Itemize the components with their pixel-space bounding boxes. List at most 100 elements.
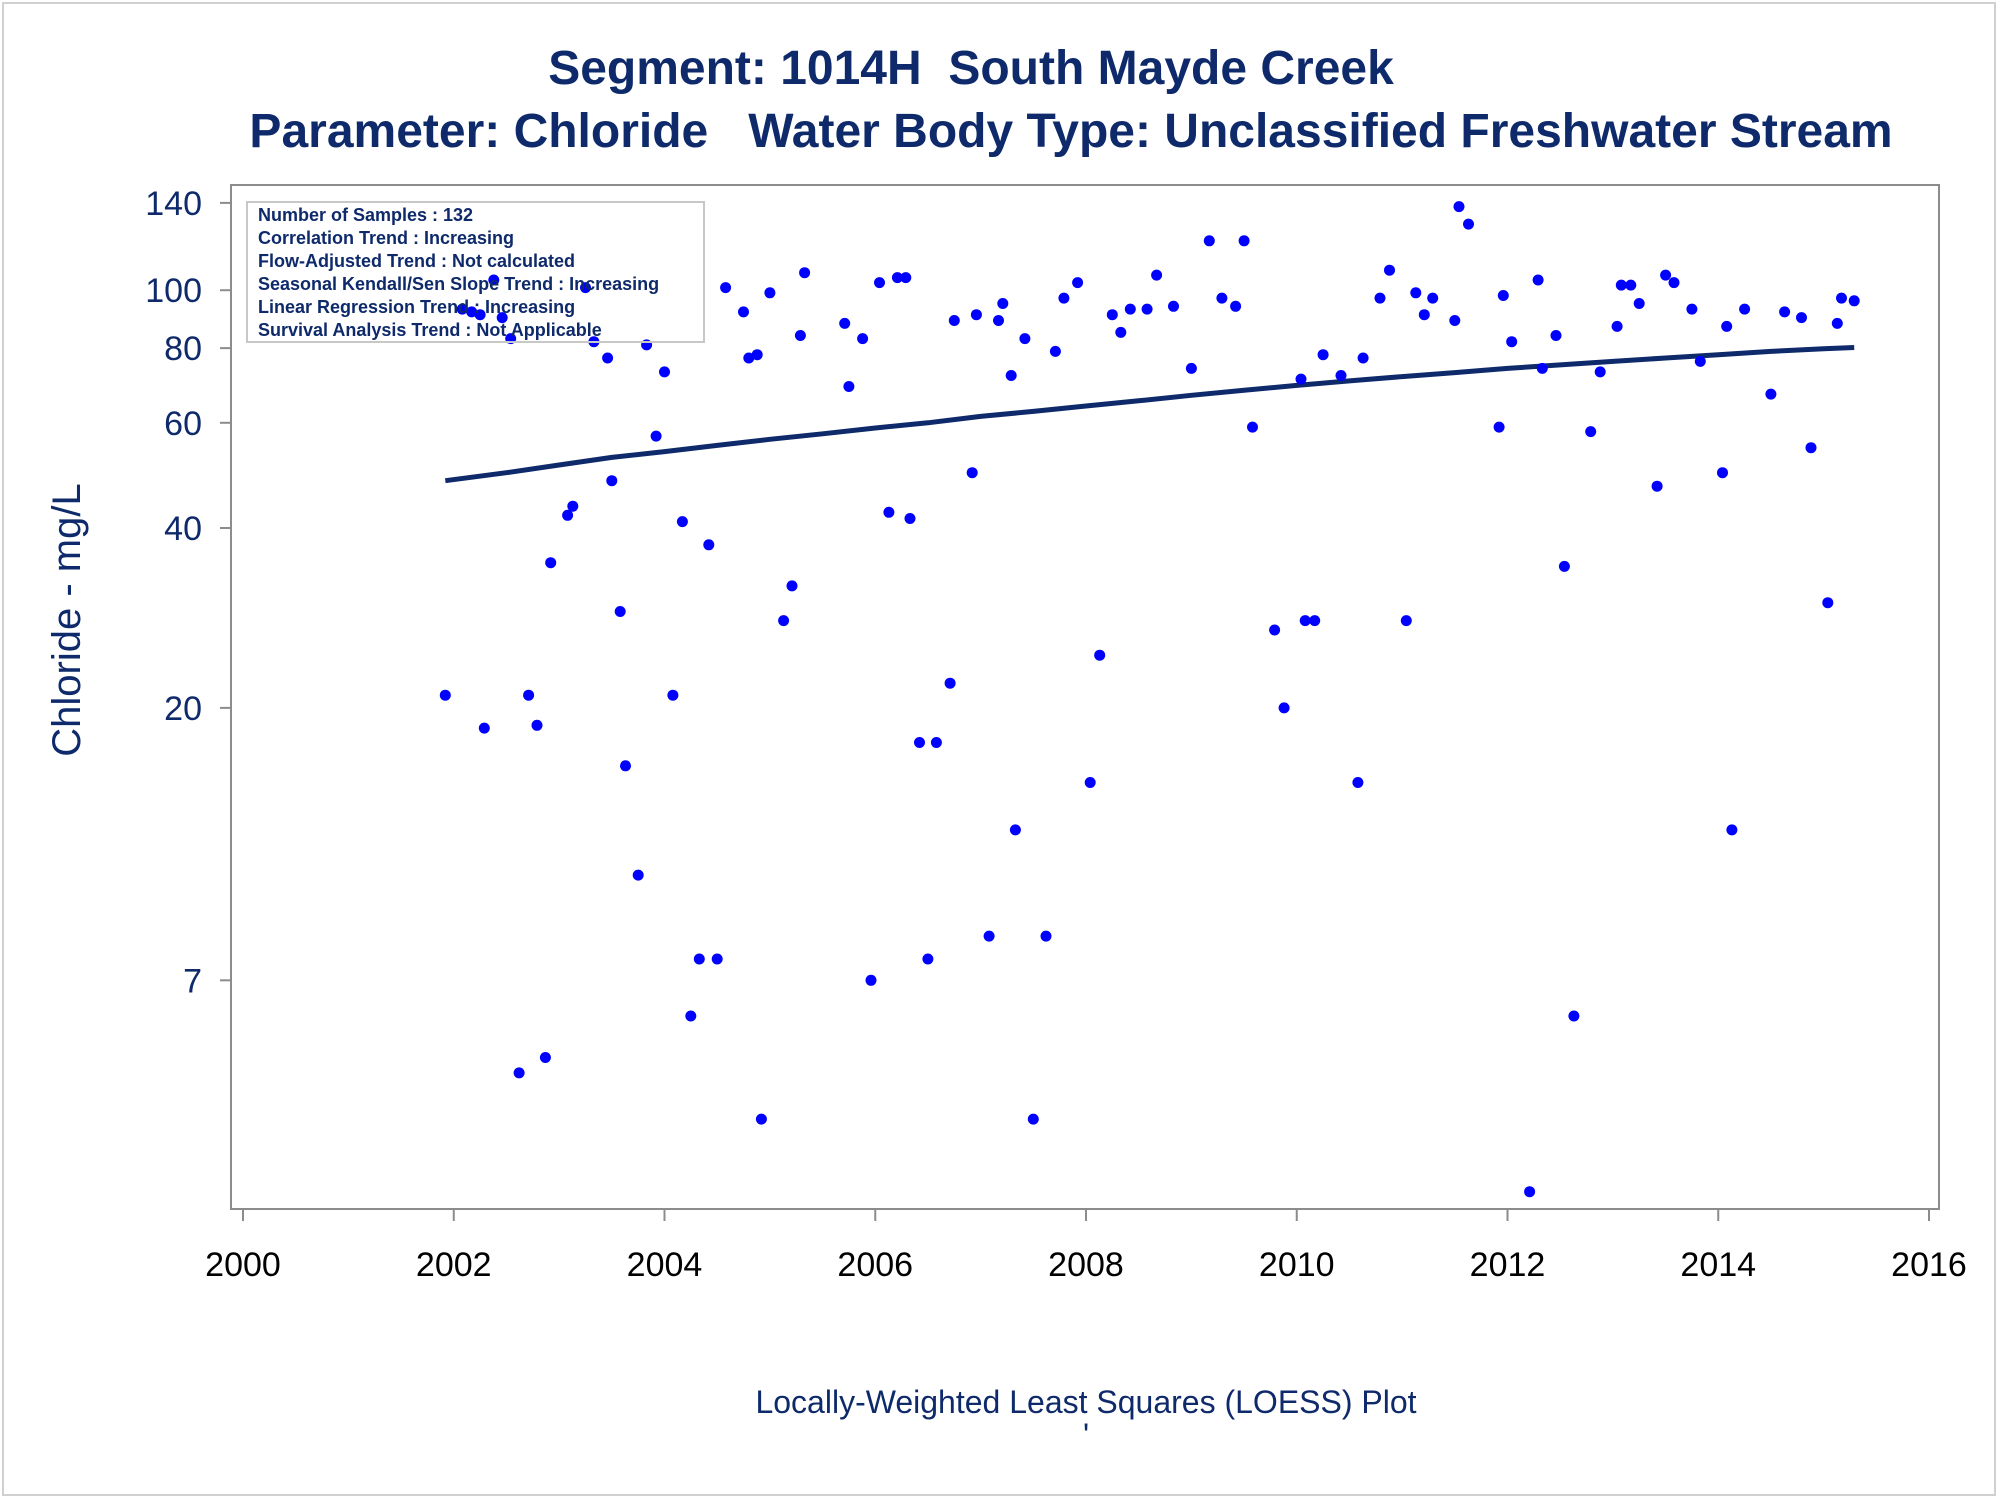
data-point <box>843 381 855 392</box>
data-point <box>1449 315 1461 326</box>
data-point <box>1726 824 1738 836</box>
data-point <box>966 467 978 479</box>
data-point <box>1040 930 1052 942</box>
y-tick-label: 140 <box>145 185 202 223</box>
data-point <box>602 352 614 364</box>
data-point <box>1410 287 1422 299</box>
data-point <box>1309 615 1321 627</box>
data-point <box>545 557 557 569</box>
data-point <box>970 309 982 321</box>
data-point <box>1185 362 1197 374</box>
y-axis-ticks: 7 20 40 60 80 100 140 <box>145 185 231 1000</box>
data-point <box>799 267 811 279</box>
data-point <box>1295 373 1307 385</box>
data-point <box>1717 467 1728 479</box>
data-point <box>523 689 535 701</box>
y-tick-label: 40 <box>164 510 202 548</box>
chart-subtitle: Parameter: Chloride Water Body Type: Unc… <box>249 105 1892 158</box>
data-point <box>1611 320 1623 332</box>
data-point <box>1668 277 1680 289</box>
data-point <box>567 500 579 512</box>
data-point <box>1625 279 1637 291</box>
data-point <box>1106 309 1118 321</box>
data-point <box>1230 300 1242 312</box>
data-point <box>1335 370 1347 381</box>
data-point <box>839 317 851 329</box>
data-point <box>1247 421 1258 433</box>
legend-border <box>246 201 705 343</box>
data-point <box>922 953 934 965</box>
data-point <box>488 274 500 286</box>
x-tick-label: 2014 <box>1680 1246 1756 1284</box>
data-point <box>883 506 895 518</box>
data-point <box>1497 290 1509 301</box>
data-point <box>676 516 688 528</box>
data-point <box>794 330 806 341</box>
x-tick-label: 2006 <box>837 1246 913 1284</box>
data-point <box>1168 300 1179 312</box>
data-point <box>874 277 885 289</box>
data-point <box>1765 388 1777 400</box>
y-tick-label: 20 <box>164 690 202 728</box>
data-point <box>738 306 749 318</box>
data-point <box>900 272 912 284</box>
data-point <box>1115 326 1127 338</box>
chart-title: Segment: 1014H South Mayde Creek <box>548 42 1394 95</box>
data-point <box>667 689 679 701</box>
data-point <box>1072 277 1084 289</box>
data-point <box>496 312 508 324</box>
x-tick-label: 2004 <box>627 1246 703 1284</box>
data-point <box>904 513 916 524</box>
data-point <box>1568 1010 1580 1022</box>
data-point <box>456 303 468 315</box>
data-point <box>1779 306 1791 318</box>
data-point <box>1848 295 1860 307</box>
data-point <box>930 737 942 748</box>
data-point <box>632 869 644 881</box>
data-point <box>1374 292 1386 304</box>
data-point <box>1049 345 1061 357</box>
data-point <box>1084 777 1096 788</box>
data-point <box>891 272 903 284</box>
data-point <box>1536 362 1548 374</box>
data-point <box>778 615 790 627</box>
data-point <box>997 298 1009 309</box>
footnote-mark: ' <box>1083 1417 1089 1453</box>
data-point <box>1796 312 1807 324</box>
data-point <box>474 309 486 321</box>
data-point <box>1651 480 1663 492</box>
data-point <box>1299 615 1311 627</box>
data-point <box>1558 560 1570 572</box>
data-point <box>1463 218 1474 230</box>
data-point <box>1216 292 1228 304</box>
data-point <box>1203 235 1215 247</box>
data-point <box>1124 303 1136 315</box>
data-point <box>531 719 543 731</box>
data-point <box>1532 274 1544 286</box>
y-tick-label: 60 <box>164 405 202 443</box>
data-point <box>1278 702 1290 714</box>
data-point <box>1384 264 1395 276</box>
data-point <box>1352 777 1364 788</box>
x-tick-label: 2002 <box>416 1246 492 1284</box>
data-point <box>1594 366 1606 378</box>
data-point <box>539 1052 551 1063</box>
data-point <box>1585 426 1597 438</box>
data-point <box>1721 320 1733 332</box>
data-point <box>1427 292 1439 304</box>
data-point <box>983 930 995 942</box>
data-point <box>614 606 626 617</box>
legend-line-seasonal-kendall: Seasonal Kendall/Sen Slope Trend : Incre… <box>258 274 659 294</box>
data-point <box>1094 649 1106 661</box>
data-point <box>1836 292 1847 304</box>
y-axis-label: Chloride - mg/L <box>45 483 89 756</box>
x-tick-label: 2000 <box>205 1246 281 1284</box>
data-point <box>1141 303 1153 315</box>
data-point <box>703 539 715 551</box>
data-point <box>606 475 618 487</box>
data-point <box>1238 235 1250 247</box>
y-tick-label: 80 <box>164 330 202 368</box>
data-point <box>1317 349 1329 361</box>
data-point <box>1805 442 1817 454</box>
